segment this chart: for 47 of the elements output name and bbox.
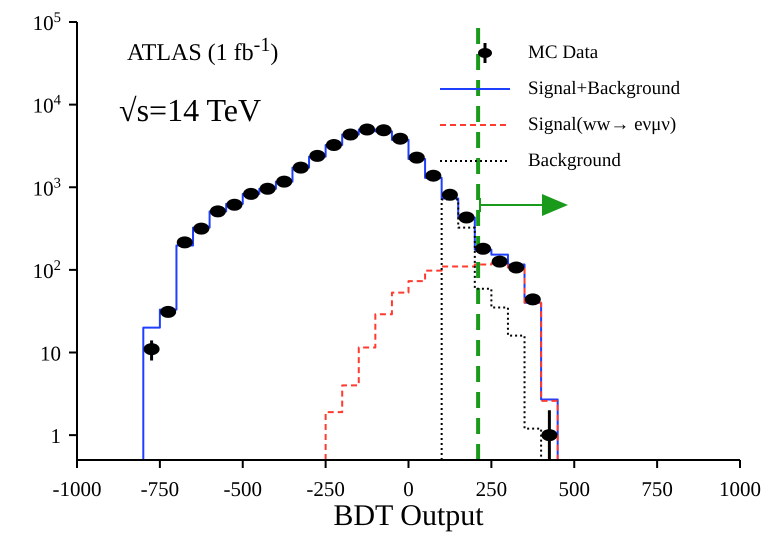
point — [408, 152, 425, 164]
y-tick-label: 10$^{4}$ — [32, 92, 62, 118]
point — [243, 188, 260, 200]
x-tick-label: 500 — [558, 477, 590, 501]
point — [541, 429, 558, 442]
x-tick-label: 0 — [403, 477, 414, 501]
point — [193, 222, 210, 235]
point — [492, 256, 508, 268]
legend-label: Signal+Background — [528, 78, 680, 100]
point — [392, 132, 408, 145]
x-tick-label: -250 — [306, 477, 345, 501]
point — [342, 128, 358, 140]
y-tick-label: 10$^{5}$ — [32, 10, 61, 35]
y-tick-label: 10 — [40, 342, 61, 366]
x-tick-label: 750 — [641, 477, 673, 501]
annotation: √s=14 TeV — [119, 92, 262, 129]
point — [260, 182, 276, 195]
x-tick-label: -500 — [224, 477, 262, 501]
legend-label: Signal(ww→ eνμν) — [528, 114, 676, 136]
legend-label: MC Data — [528, 42, 598, 64]
point — [144, 343, 160, 356]
legend-label: Background — [528, 150, 621, 172]
y-tick-label: 10$^{2}$ — [32, 258, 61, 283]
x-axis-title: BDT Output — [333, 499, 484, 532]
annotation: ATLAS (1 fb$^{-1}$) — [127, 34, 278, 67]
point — [475, 242, 492, 255]
x-tick-label: 250 — [476, 477, 508, 501]
point — [176, 236, 193, 248]
point — [160, 306, 176, 318]
point — [359, 124, 376, 136]
point — [442, 188, 458, 201]
x-tick-label: -750 — [140, 477, 180, 501]
point — [376, 124, 392, 136]
point — [458, 212, 475, 224]
point — [292, 162, 309, 174]
point — [425, 170, 442, 182]
y-tick-label: 1 — [50, 424, 61, 448]
point — [326, 138, 342, 151]
point — [276, 176, 292, 188]
point — [226, 198, 242, 211]
x-tick-label: -1000 — [52, 477, 102, 501]
point — [508, 261, 524, 274]
point — [524, 293, 541, 306]
y-tick-label: 10$^{3}$ — [32, 175, 61, 200]
point — [210, 205, 226, 218]
point — [309, 150, 326, 162]
x-tick-label: 1000 — [719, 477, 761, 501]
